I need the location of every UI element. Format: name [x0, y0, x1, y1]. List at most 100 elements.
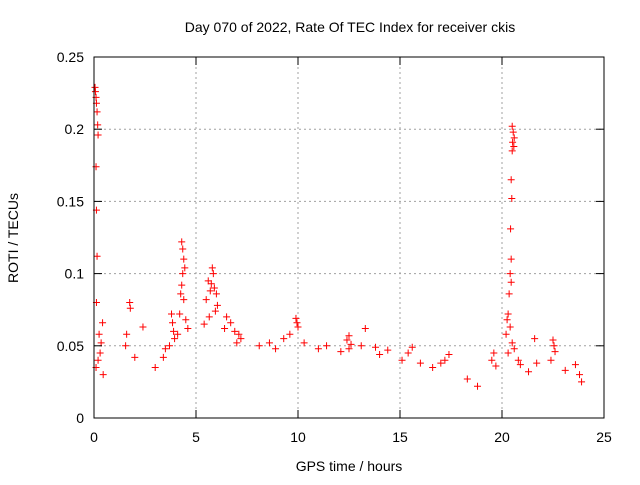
data-point — [507, 225, 515, 233]
data-point — [212, 290, 220, 298]
data-point — [337, 348, 345, 356]
data-point — [159, 353, 167, 361]
data-point — [490, 349, 498, 357]
data-point — [171, 335, 179, 343]
data-point — [384, 346, 392, 354]
data-point — [445, 350, 453, 358]
data-point — [94, 131, 102, 139]
data-point — [168, 310, 176, 318]
data-point — [576, 371, 584, 379]
data-point — [207, 280, 215, 288]
data-point — [94, 121, 102, 129]
data-point — [208, 264, 216, 272]
data-point — [177, 290, 185, 298]
data-point — [398, 356, 406, 364]
data-point — [507, 278, 515, 286]
data-point — [223, 313, 231, 321]
data-point — [492, 362, 500, 370]
data-point — [571, 361, 579, 369]
data-point — [549, 336, 557, 344]
data-point — [231, 327, 239, 335]
data-point — [525, 368, 533, 376]
y-tick-label: 0.05 — [57, 338, 84, 354]
data-point — [357, 342, 365, 350]
y-tick-label: 0.2 — [65, 121, 85, 137]
x-tick-label: 15 — [392, 429, 408, 445]
data-point — [227, 319, 235, 327]
data-point — [265, 339, 273, 347]
data-point — [180, 255, 188, 263]
data-point — [510, 345, 518, 353]
data-point — [345, 345, 353, 353]
data-point — [213, 301, 221, 309]
data-point — [131, 353, 139, 361]
data-point — [178, 281, 186, 289]
data-point — [181, 264, 189, 272]
data-point — [508, 195, 516, 203]
data-point — [345, 332, 353, 340]
data-point — [151, 363, 159, 371]
data-point — [99, 319, 107, 327]
data-points — [91, 83, 586, 390]
data-point — [161, 345, 169, 353]
data-point — [347, 340, 355, 348]
data-point — [178, 238, 186, 246]
x-tick-label: 5 — [192, 429, 200, 445]
data-point — [463, 375, 471, 383]
x-tick-label: 0 — [90, 429, 98, 445]
data-point — [179, 245, 187, 253]
data-point — [506, 323, 514, 331]
data-point — [202, 296, 210, 304]
data-point — [174, 330, 182, 338]
data-point — [210, 284, 218, 292]
data-point — [255, 342, 263, 350]
data-point — [286, 330, 294, 338]
data-point — [416, 359, 424, 367]
y-axis-label: ROTI / TECUs — [5, 193, 21, 283]
data-point — [235, 330, 243, 338]
axis-ticks: 0 5 10 15 20 25 0 0.05 0.1 0.15 0.2 0.25 — [57, 49, 612, 445]
data-point — [97, 339, 105, 347]
data-point — [211, 307, 219, 315]
data-point — [509, 138, 517, 146]
data-point — [204, 277, 212, 285]
data-point — [533, 359, 541, 367]
data-point — [429, 363, 437, 371]
data-point — [233, 339, 241, 347]
data-point — [99, 371, 107, 379]
data-point — [343, 336, 351, 344]
data-point — [550, 342, 558, 350]
data-point — [176, 310, 184, 318]
data-point — [126, 304, 134, 312]
data-point — [508, 147, 516, 155]
x-tick-label: 25 — [596, 429, 612, 445]
data-point — [505, 290, 513, 298]
data-point — [361, 324, 369, 332]
chart-title: Day 070 of 2022, Rate Of TEC Index for r… — [185, 19, 515, 35]
data-point — [376, 350, 384, 358]
data-point — [509, 128, 517, 136]
data-point — [372, 343, 380, 351]
data-point — [182, 316, 190, 324]
data-point — [510, 134, 518, 142]
data-point — [502, 330, 510, 338]
data-point — [547, 356, 555, 364]
data-point — [91, 88, 99, 96]
data-point — [408, 343, 416, 351]
data-point — [179, 270, 187, 278]
data-point — [184, 324, 192, 332]
data-point — [206, 287, 214, 295]
data-point — [314, 345, 322, 353]
data-point — [169, 319, 177, 327]
data-point — [93, 252, 101, 260]
data-point — [93, 108, 101, 116]
data-point — [504, 349, 512, 357]
data-point — [292, 314, 300, 322]
x-axis-label: GPS time / hours — [296, 458, 403, 474]
data-point — [122, 342, 130, 350]
y-tick-label: 0 — [76, 410, 84, 426]
data-point — [488, 356, 496, 364]
plot-frame — [93, 56, 605, 419]
